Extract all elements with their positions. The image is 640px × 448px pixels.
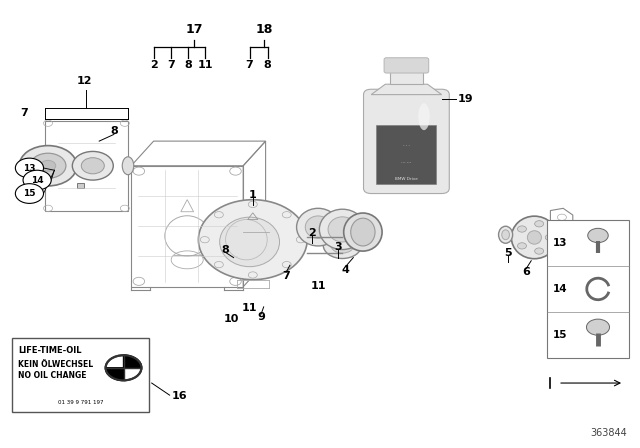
Ellipse shape	[220, 217, 280, 267]
FancyBboxPatch shape	[376, 125, 436, 184]
Text: 8: 8	[264, 60, 271, 70]
Polygon shape	[124, 355, 141, 368]
Ellipse shape	[499, 226, 513, 243]
Ellipse shape	[511, 216, 557, 259]
Text: 18: 18	[255, 22, 273, 36]
Circle shape	[323, 232, 362, 258]
Circle shape	[81, 158, 104, 174]
Text: 6: 6	[522, 267, 530, 277]
Text: 14: 14	[31, 176, 44, 185]
Circle shape	[106, 355, 141, 380]
Ellipse shape	[198, 200, 307, 280]
Circle shape	[331, 237, 354, 253]
Text: 15: 15	[23, 189, 36, 198]
Circle shape	[23, 170, 51, 190]
Ellipse shape	[419, 103, 430, 130]
Ellipse shape	[122, 157, 134, 175]
Ellipse shape	[319, 209, 365, 250]
Text: 7: 7	[167, 60, 175, 70]
FancyBboxPatch shape	[364, 89, 449, 194]
Text: 2: 2	[308, 228, 316, 238]
Text: 12: 12	[77, 76, 92, 86]
Text: 8: 8	[184, 60, 192, 70]
Text: 10: 10	[224, 314, 239, 324]
Ellipse shape	[344, 213, 382, 251]
Circle shape	[15, 158, 44, 178]
Text: 9: 9	[257, 312, 265, 322]
Text: 11: 11	[310, 281, 326, 291]
Circle shape	[518, 243, 527, 249]
Text: 5: 5	[504, 248, 511, 258]
Text: 8: 8	[110, 126, 118, 136]
Circle shape	[19, 146, 77, 186]
Ellipse shape	[296, 208, 340, 246]
Text: 11: 11	[242, 303, 257, 313]
Text: 4: 4	[342, 265, 349, 275]
Text: 3: 3	[334, 242, 342, 252]
Text: 363844: 363844	[591, 428, 627, 438]
FancyBboxPatch shape	[12, 338, 149, 412]
Circle shape	[534, 221, 543, 227]
Ellipse shape	[502, 230, 509, 240]
Text: 13: 13	[23, 164, 36, 172]
Ellipse shape	[328, 217, 356, 242]
Text: KEIN ÖLWECHSEL: KEIN ÖLWECHSEL	[18, 360, 93, 369]
Text: 11: 11	[198, 60, 213, 70]
Circle shape	[72, 151, 113, 180]
Text: 01 39 9 791 197: 01 39 9 791 197	[58, 401, 103, 405]
Text: BMW Drive: BMW Drive	[395, 177, 418, 181]
Circle shape	[40, 160, 56, 171]
Text: 13: 13	[552, 238, 567, 248]
Text: 19: 19	[458, 95, 473, 104]
Text: 15: 15	[552, 330, 567, 340]
Text: 7: 7	[282, 271, 290, 280]
Text: 14: 14	[552, 284, 567, 294]
Text: 2: 2	[150, 60, 157, 70]
Text: NO OIL CHANGE: NO OIL CHANGE	[18, 371, 86, 380]
Ellipse shape	[527, 231, 541, 244]
Text: 16: 16	[172, 392, 187, 401]
Text: --- ---: --- ---	[401, 160, 412, 164]
Bar	[547, 220, 629, 358]
Text: 7: 7	[246, 60, 253, 70]
Text: 7: 7	[20, 108, 28, 118]
Bar	[77, 183, 84, 188]
Text: - - -: - - -	[403, 143, 410, 147]
Circle shape	[518, 226, 527, 232]
Circle shape	[15, 184, 44, 203]
Circle shape	[586, 319, 609, 335]
Text: LIFE-TIME-OIL: LIFE-TIME-OIL	[18, 346, 81, 355]
Ellipse shape	[351, 218, 375, 246]
Polygon shape	[371, 84, 442, 95]
Text: 17: 17	[185, 22, 203, 36]
Bar	[390, 71, 422, 84]
Circle shape	[30, 153, 66, 178]
FancyBboxPatch shape	[384, 58, 429, 73]
Text: 8: 8	[221, 245, 229, 254]
Circle shape	[534, 248, 543, 254]
Circle shape	[588, 228, 608, 243]
Ellipse shape	[305, 216, 331, 238]
Polygon shape	[106, 368, 124, 380]
Circle shape	[545, 234, 554, 241]
Text: 1: 1	[249, 190, 257, 200]
